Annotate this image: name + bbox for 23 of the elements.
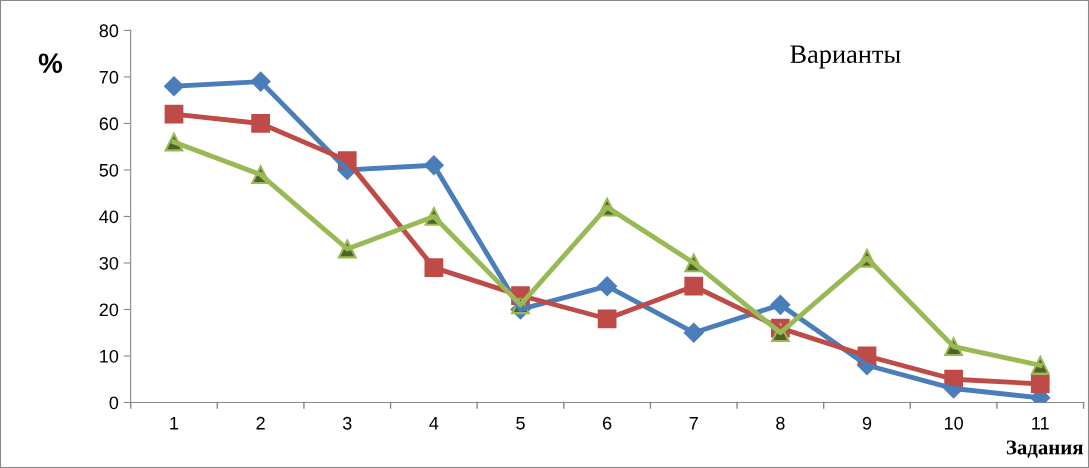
- y-tick-label: 70: [99, 70, 119, 84]
- y-tick-label: 30: [99, 256, 119, 270]
- y-axis-title: %: [38, 53, 63, 73]
- x-tick-label: 8: [776, 416, 785, 430]
- y-tick-label: 50: [99, 163, 119, 177]
- x-tick-label: 5: [516, 417, 525, 430]
- x-tick-label: 7: [689, 417, 698, 430]
- x-axis-title: Задания: [1006, 440, 1083, 458]
- annotation: Варианты: [790, 45, 901, 69]
- x-tick-label: 11: [1032, 417, 1049, 430]
- y-tick-label: 80: [99, 24, 119, 38]
- x-tick-label: 1: [170, 417, 179, 430]
- x-tick-label: 6: [603, 416, 612, 430]
- x-tick-label: 2: [256, 416, 265, 430]
- x-tick-label: 10: [944, 416, 963, 430]
- x-tick-label: 4: [429, 417, 439, 430]
- y-tick-label: 40: [99, 210, 119, 224]
- x-tick-label: 9: [862, 416, 872, 430]
- y-tick-label: 0: [109, 396, 119, 410]
- y-tick-label: 10: [100, 349, 119, 363]
- y-tick-label: 20: [99, 303, 119, 317]
- x-tick-label: 3: [342, 416, 352, 430]
- y-tick-label: 60: [99, 117, 119, 131]
